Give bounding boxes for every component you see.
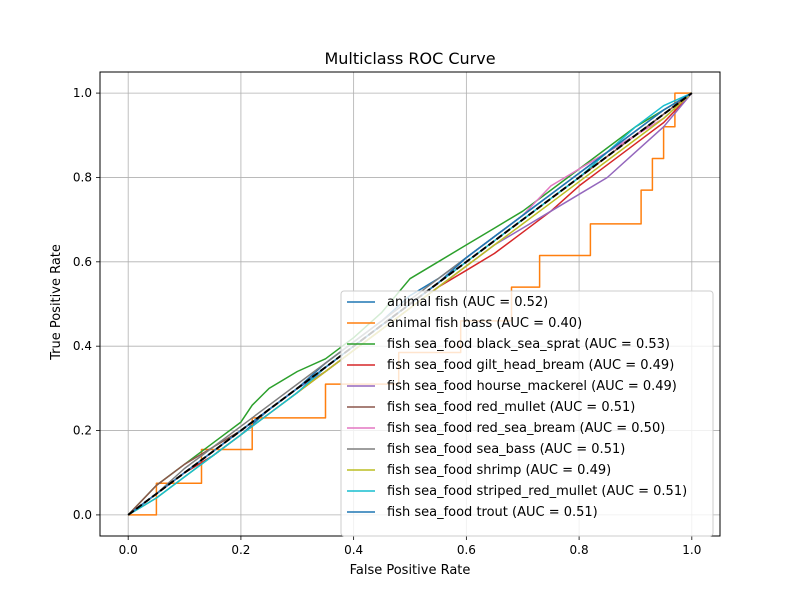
legend-entry-10: fish sea_food trout (AUC = 0.51) [387,505,598,520]
x-axis-ticks: 0.0 0.2 0.4 0.6 0.8 1.0 [119,536,701,557]
y-axis-label: True Positive Rate [49,244,64,361]
y-axis-ticks: 0.0 0.2 0.4 0.6 0.8 1.0 [73,86,100,522]
x-tick-label: 0.0 [119,543,138,557]
legend: animal fish (AUC = 0.52) animal fish bass… [340,290,714,537]
x-tick-label: 0.6 [457,543,476,557]
y-tick-label: 0.0 [73,508,92,522]
legend-entry-0: animal fish (AUC = 0.52) [387,295,548,310]
legend-entry-4: fish sea_food hourse_mackerel (AUC = 0.4… [387,379,677,394]
legend-entry-2: fish sea_food black_sea_sprat (AUC = 0.5… [387,337,670,352]
y-tick-label: 0.4 [73,339,92,353]
x-tick-label: 0.2 [231,543,250,557]
legend-entry-8: fish sea_food shrimp (AUC = 0.49) [387,463,611,478]
legend-entry-9: fish sea_food striped_red_mullet (AUC = … [387,484,687,499]
y-tick-label: 0.8 [73,170,92,184]
legend-box [340,290,714,537]
legend-entry-6: fish sea_food red_sea_bream (AUC = 0.50) [387,421,665,436]
legend-entry-5: fish sea_food red_mullet (AUC = 0.51) [387,400,635,415]
legend-entry-3: fish sea_food gilt_head_bream (AUC = 0.4… [387,358,674,373]
y-tick-label: 0.6 [73,255,92,269]
chart-title: Multiclass ROC Curve [324,49,495,68]
y-tick-label: 1.0 [73,86,92,100]
x-tick-label: 0.4 [344,543,363,557]
x-tick-label: 1.0 [682,543,701,557]
x-axis-label: False Positive Rate [350,563,471,578]
x-tick-label: 0.8 [570,543,589,557]
y-tick-label: 0.2 [73,424,92,438]
legend-entry-7: fish sea_food sea_bass (AUC = 0.51) [387,442,625,457]
legend-entry-1: animal fish bass (AUC = 0.40) [387,316,582,331]
